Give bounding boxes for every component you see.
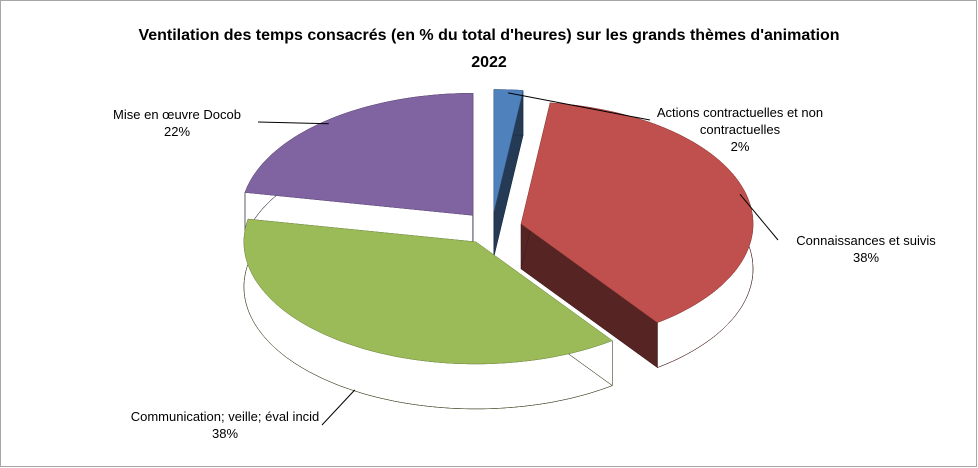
value-label: 38% bbox=[211, 426, 239, 441]
slice bbox=[243, 218, 613, 365]
leader-line bbox=[739, 193, 779, 241]
value-label: 2% bbox=[730, 139, 750, 154]
leader-line bbox=[257, 121, 329, 125]
category-label: Actions contractuelles et non contractue… bbox=[656, 105, 824, 137]
leader-line bbox=[321, 389, 356, 426]
value-label: 38% bbox=[852, 250, 880, 265]
value-label: 22% bbox=[163, 124, 191, 139]
category-label: Communication; veille; éval incid bbox=[130, 409, 320, 424]
category-label: Connaissances et suivis bbox=[796, 233, 936, 248]
data-label: Communication; veille; éval incid 38% bbox=[130, 408, 320, 442]
data-label: Actions contractuelles et non contractue… bbox=[640, 104, 840, 155]
data-label: Connaissances et suivis 38% bbox=[776, 232, 956, 266]
data-label: Mise en œuvre Docob 22% bbox=[82, 106, 272, 140]
slice bbox=[244, 93, 474, 216]
chart-title: Ventilation des temps consacrés (en % du… bbox=[138, 27, 840, 71]
category-label: Mise en œuvre Docob bbox=[113, 107, 241, 122]
slice bbox=[493, 89, 524, 212]
leader-line bbox=[508, 92, 651, 121]
